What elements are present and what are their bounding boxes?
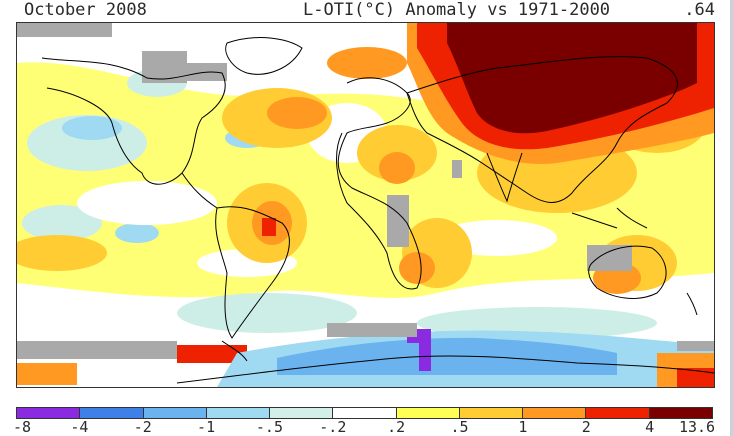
- legend-tick-label: 4: [645, 418, 655, 436]
- legend-tick-label: -4: [70, 418, 89, 436]
- legend-tick-label: -.2: [319, 418, 347, 436]
- legend-swatch-8: [459, 408, 524, 418]
- legend-tick-label: -1: [197, 418, 216, 436]
- legend-swatch-6: [333, 408, 397, 418]
- window-edge: [730, 0, 733, 436]
- legend-swatch-1: [17, 408, 81, 418]
- temperature-anomaly-map: [16, 22, 715, 388]
- legend-tick-label: .5: [450, 418, 469, 436]
- map-canvas: [17, 23, 714, 387]
- legend-tick-label: 2: [581, 418, 591, 436]
- legend-tick-label: 13.6: [678, 418, 716, 436]
- color-scale-tick-labels: -8 -4 -2 -1 -.5 -.2 .2 .5 1 2 4 13.6: [12, 418, 716, 436]
- legend-swatch-3: [143, 408, 207, 418]
- legend-swatch-7: [396, 408, 460, 418]
- legend-swatch-5: [270, 408, 334, 418]
- map-date-label: October 2008: [24, 0, 147, 20]
- legend-swatch-4: [206, 408, 271, 418]
- legend-tick-label: -8: [12, 418, 32, 436]
- legend-tick-label: .2: [387, 418, 406, 436]
- legend-swatch-11: [649, 408, 712, 418]
- map-title: L-OTI(°C) Anomaly vs 1971-2000: [303, 0, 611, 20]
- legend-swatch-10: [586, 408, 650, 418]
- legend-tick-label: -2: [133, 418, 152, 436]
- legend-swatch-2: [80, 408, 144, 418]
- legend-tick-label: 1: [518, 418, 528, 436]
- color-scale-legend: [16, 407, 713, 419]
- global-mean-value: .64: [684, 0, 715, 20]
- legend-tick-label: -.5: [255, 418, 283, 436]
- legend-swatch-9: [523, 408, 587, 418]
